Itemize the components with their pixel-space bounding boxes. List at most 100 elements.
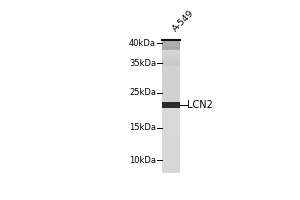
Bar	[162, 47, 181, 49]
Bar	[162, 134, 181, 136]
Bar	[162, 99, 181, 100]
Bar	[162, 93, 181, 95]
Bar	[162, 43, 181, 45]
Bar	[162, 109, 181, 110]
Bar	[162, 50, 181, 51]
Bar	[162, 66, 181, 67]
Bar	[162, 139, 181, 140]
Bar	[162, 141, 181, 142]
Bar	[162, 69, 181, 70]
Bar	[162, 170, 181, 171]
Bar	[162, 53, 181, 55]
Bar	[162, 135, 181, 137]
Bar	[162, 73, 181, 75]
Bar	[162, 150, 181, 151]
Bar	[162, 48, 181, 49]
Bar	[162, 154, 181, 156]
Bar	[162, 130, 181, 131]
Bar	[162, 144, 181, 146]
Bar	[162, 49, 181, 50]
Bar	[162, 169, 181, 170]
Bar	[162, 106, 181, 107]
Bar	[162, 61, 181, 62]
Bar	[162, 74, 181, 76]
Bar	[162, 157, 181, 158]
Bar	[162, 88, 181, 89]
Bar	[162, 133, 181, 135]
Bar	[162, 171, 181, 172]
Bar	[162, 168, 181, 169]
Text: 10kDa: 10kDa	[129, 156, 156, 165]
Bar	[162, 56, 181, 57]
Bar	[162, 84, 181, 86]
Bar	[162, 94, 181, 96]
Bar	[162, 123, 181, 125]
Bar	[162, 57, 181, 58]
Text: 25kDa: 25kDa	[129, 88, 156, 97]
Bar	[162, 151, 181, 152]
Bar	[162, 160, 181, 161]
Bar	[162, 62, 181, 63]
Bar	[162, 81, 181, 82]
Bar	[162, 67, 181, 68]
Bar	[162, 138, 181, 139]
Bar	[162, 125, 181, 127]
Bar	[162, 162, 181, 163]
Bar	[162, 118, 181, 119]
Bar	[162, 132, 181, 133]
Bar	[162, 142, 181, 143]
Bar	[162, 152, 181, 153]
Bar	[162, 91, 181, 92]
Bar	[162, 78, 181, 79]
Bar	[162, 124, 181, 126]
Text: LCN2: LCN2	[188, 100, 213, 110]
Bar	[162, 165, 181, 167]
Bar	[162, 164, 181, 166]
Bar	[162, 40, 181, 41]
Bar	[162, 42, 181, 44]
Bar	[162, 82, 181, 83]
Bar	[162, 63, 181, 65]
Bar	[162, 111, 181, 112]
Bar	[162, 172, 181, 173]
Bar	[162, 108, 181, 109]
Bar	[162, 129, 181, 130]
Bar	[162, 46, 181, 47]
Bar	[162, 52, 181, 53]
Bar	[162, 159, 181, 160]
Bar	[162, 117, 181, 118]
Bar	[162, 120, 181, 121]
Bar	[162, 102, 181, 108]
Bar	[162, 119, 181, 120]
Bar	[162, 98, 181, 99]
Bar	[162, 58, 181, 59]
Bar	[162, 107, 181, 108]
Bar	[162, 92, 181, 93]
Bar	[162, 68, 181, 69]
Bar	[162, 131, 181, 132]
Bar	[162, 149, 181, 150]
Bar	[162, 161, 181, 162]
Bar	[162, 100, 181, 101]
Bar	[162, 147, 181, 148]
Bar	[162, 87, 181, 88]
Bar	[162, 89, 181, 90]
Bar	[162, 143, 181, 145]
Bar	[162, 140, 181, 141]
Bar	[162, 128, 181, 129]
Bar	[162, 97, 181, 98]
Bar	[162, 148, 181, 149]
Bar	[162, 127, 181, 128]
Bar	[162, 72, 181, 73]
Bar	[162, 41, 181, 42]
Bar	[162, 116, 181, 117]
Bar	[162, 54, 181, 56]
Text: A-549: A-549	[171, 8, 196, 33]
Bar	[162, 163, 181, 164]
Bar	[162, 64, 181, 66]
Bar	[162, 80, 181, 81]
Bar	[162, 70, 181, 71]
Bar	[162, 77, 181, 78]
Bar	[162, 114, 181, 116]
Bar	[162, 102, 181, 103]
